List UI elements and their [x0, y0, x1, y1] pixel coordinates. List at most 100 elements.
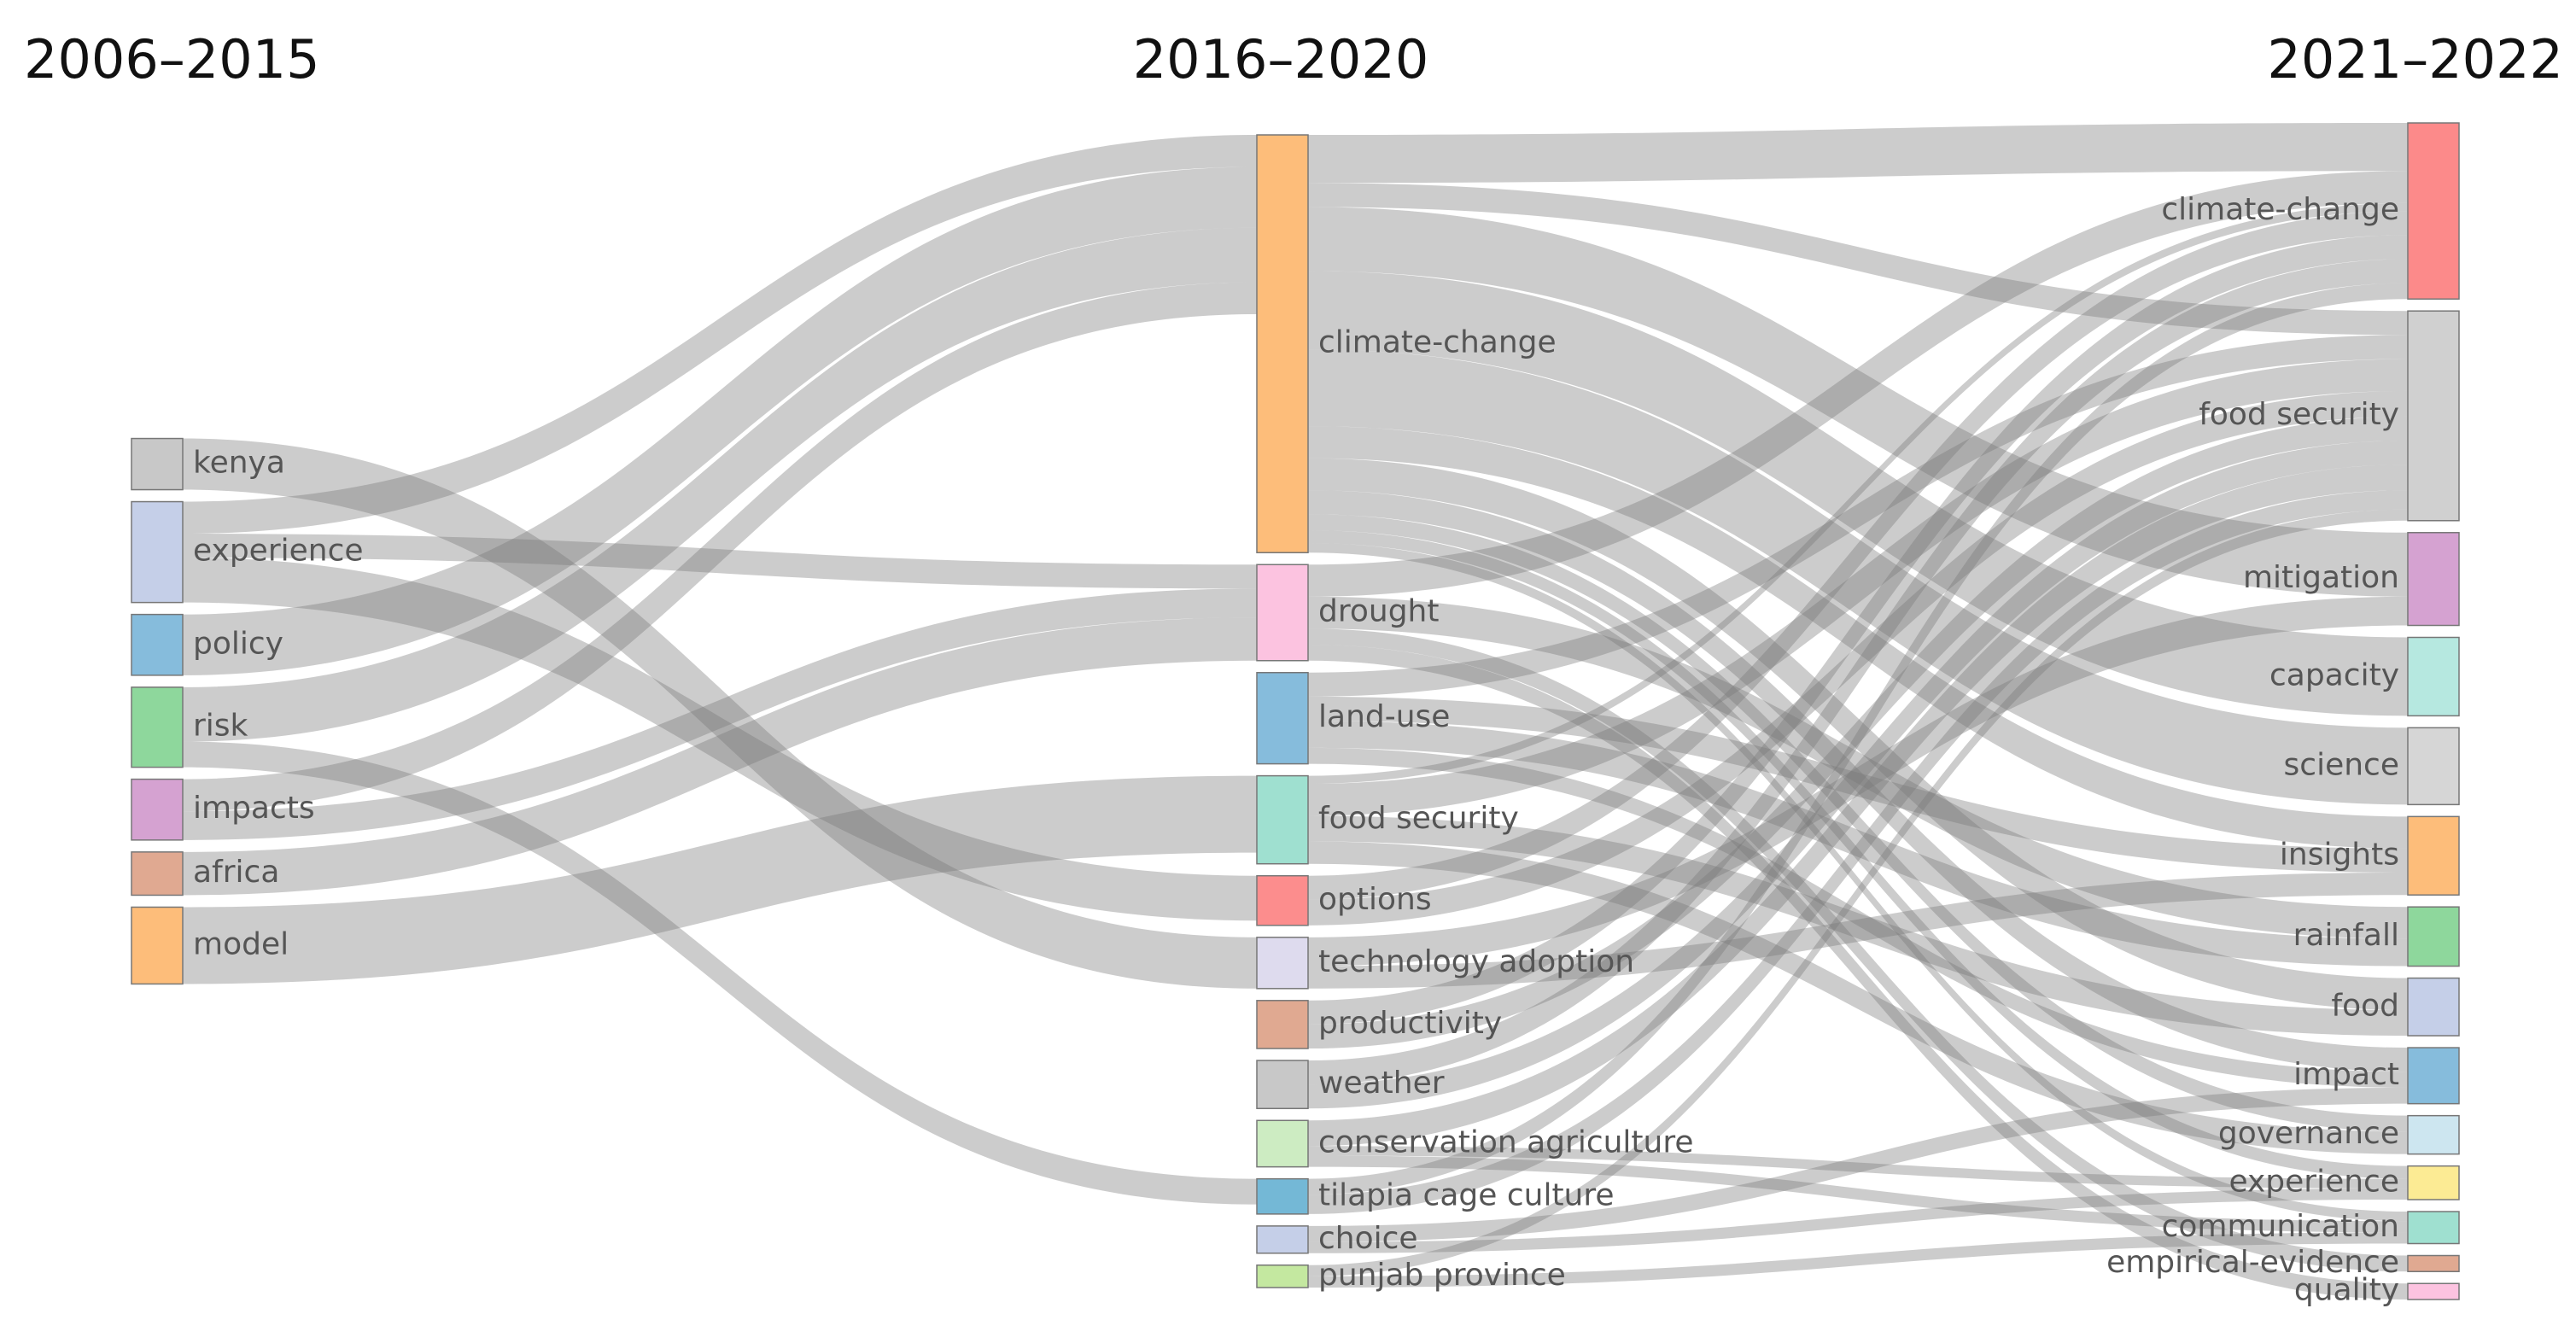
node	[1256, 1265, 1309, 1288]
node-label: climate-change	[1318, 325, 1557, 360]
link	[1308, 183, 2408, 336]
node	[131, 437, 184, 491]
node-label: mitigation	[2243, 560, 2399, 595]
node	[1256, 671, 1309, 765]
link	[1308, 416, 2408, 1049]
link	[183, 741, 1257, 1205]
node	[1256, 937, 1309, 990]
node	[1256, 874, 1309, 926]
link	[183, 775, 1257, 984]
node-label: climate-change	[2161, 192, 2399, 227]
node-label: choice	[1318, 1221, 1418, 1256]
link	[1308, 596, 2408, 967]
link	[183, 227, 1257, 742]
link	[1308, 1232, 2408, 1288]
node	[2407, 1165, 2460, 1200]
node	[2407, 906, 2460, 967]
link	[1308, 464, 2408, 1147]
node	[2407, 815, 2460, 896]
link	[1308, 259, 2408, 1085]
node-label: experience	[2228, 1164, 2399, 1199]
node-label: land-use	[1318, 699, 1450, 734]
node	[1256, 564, 1309, 662]
link	[1308, 211, 2408, 900]
nodes: kenya experience policy risk impacts africa mo…	[131, 122, 2460, 1308]
node-label: rainfall	[2293, 918, 2399, 953]
node	[1256, 1119, 1309, 1168]
node	[2407, 1254, 2460, 1273]
link	[1308, 123, 2408, 184]
link	[183, 282, 1257, 812]
link	[183, 438, 1257, 989]
node-label: model	[193, 926, 289, 961]
node	[1256, 134, 1309, 554]
node-label: food	[2331, 988, 2399, 1023]
link	[1308, 1155, 2408, 1233]
node	[2407, 727, 2460, 806]
node	[2407, 122, 2460, 300]
link	[1308, 543, 2408, 1222]
column-title: 2021–2022	[2267, 28, 2563, 91]
link	[1308, 530, 2408, 1179]
node-label: options	[1318, 882, 1432, 917]
link	[1308, 490, 2408, 1072]
node-label: communication	[2162, 1209, 2399, 1244]
link	[1308, 696, 2408, 873]
node	[131, 851, 184, 897]
node-label: conservation agriculture	[1318, 1124, 1694, 1159]
link	[183, 617, 1257, 896]
link	[183, 558, 1257, 921]
node	[2407, 1114, 2460, 1155]
node	[1256, 1177, 1309, 1215]
link	[1308, 815, 2408, 1037]
node-label: technology adoption	[1318, 944, 1634, 979]
node-label: risk	[193, 709, 248, 744]
column-title: 2006–2015	[24, 28, 320, 91]
node-label: impacts	[193, 791, 315, 826]
link	[183, 166, 1257, 675]
node-label: kenya	[193, 446, 285, 481]
link	[1308, 235, 2408, 1025]
node	[2407, 1047, 2460, 1105]
node	[131, 906, 184, 985]
link	[1308, 490, 2408, 1214]
links	[183, 123, 2408, 1300]
link	[1308, 720, 2408, 967]
node-label: governance	[2218, 1116, 2399, 1151]
node	[1256, 1225, 1309, 1254]
link	[1308, 628, 2408, 1272]
link	[1308, 207, 2408, 597]
node	[1256, 774, 1309, 865]
node	[131, 500, 184, 604]
link	[1308, 872, 2408, 989]
node-label: food security	[2199, 397, 2399, 432]
link	[183, 135, 1257, 534]
link	[1308, 596, 2408, 939]
link	[1308, 458, 2408, 1011]
node-label: quality	[2294, 1273, 2399, 1308]
link	[1308, 1188, 2408, 1253]
link	[1308, 1146, 2408, 1189]
node-label: impact	[2293, 1057, 2399, 1092]
node-label: drought	[1318, 594, 1440, 629]
node	[2407, 636, 2460, 717]
node	[131, 686, 184, 768]
link	[1308, 390, 2408, 926]
node	[2407, 977, 2460, 1037]
column-title: 2016–2020	[1133, 28, 1429, 91]
node-label: tilapia cage culture	[1318, 1177, 1615, 1212]
link	[183, 534, 1257, 589]
node	[131, 778, 184, 841]
node-label: punjab province	[1318, 1258, 1566, 1293]
link	[1308, 202, 2408, 784]
node-label: productivity	[1318, 1006, 1502, 1041]
link	[183, 588, 1257, 840]
node-label: science	[2284, 747, 2399, 782]
link	[1308, 271, 2408, 716]
link	[1308, 359, 2408, 816]
node-label: africa	[193, 855, 279, 890]
node-label: policy	[193, 626, 283, 661]
node	[2407, 1211, 2460, 1245]
link	[1308, 441, 2408, 1109]
